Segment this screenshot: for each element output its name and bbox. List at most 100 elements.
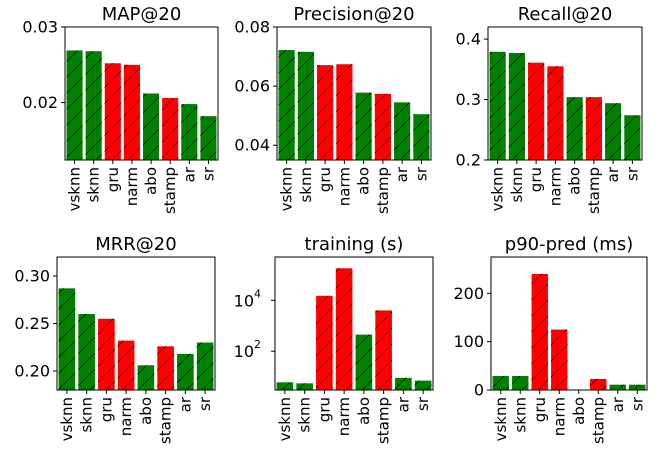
bar-hatch-stamp: [162, 98, 179, 160]
axes-frame: [64, 26, 219, 161]
bar-hatch-gru: [531, 273, 548, 390]
panel-title: MAP@20: [102, 4, 182, 25]
bar-hatch-sr: [414, 380, 432, 390]
x-tick-label: abo: [142, 167, 160, 195]
x-tick-label: ar: [609, 396, 627, 412]
chart-panel-2: Precision@20 vsknn sknn gru narm abo stamp ar sr…: [234, 4, 432, 214]
bar-hatch-sknn: [78, 314, 95, 390]
y-tick-label: 100: [453, 332, 484, 351]
x-tick-label: sknn: [297, 167, 315, 203]
x-tick-label: stamp: [157, 397, 175, 444]
bar-hatch-gru: [98, 318, 115, 390]
axes-frame: [487, 26, 643, 161]
bar-hatch-ar: [181, 104, 198, 160]
y-tick-label: 0.06: [234, 77, 270, 96]
x-tick-label: vsknn: [278, 167, 296, 211]
x-tick-label: sknn: [511, 397, 529, 433]
bar-hatch-abo: [355, 92, 372, 160]
bar-hatch-ar: [605, 103, 622, 160]
bar-hatch-vsknn: [278, 50, 295, 161]
axes-frame: [276, 26, 432, 161]
x-tick-label: stamp: [161, 167, 179, 214]
x-tick-label: sr: [196, 396, 214, 411]
bar-hatch-stamp: [375, 310, 392, 390]
panel-title: p90-pred (ms): [505, 234, 633, 255]
x-tick-label: sr: [412, 166, 430, 181]
axes-frame: [490, 256, 648, 391]
bar-hatch-ar: [394, 102, 411, 160]
panel-title: Recall@20: [518, 4, 613, 25]
y-tick-label: 0.04: [234, 136, 270, 155]
y-tick-label: 200: [453, 284, 484, 303]
y-tick-label: 0.3: [456, 90, 481, 109]
bar-hatch-sknn: [85, 51, 102, 160]
x-tick-label: narm: [123, 167, 141, 206]
bar-hatch-sr: [629, 384, 646, 390]
x-tick-label: gru: [527, 167, 545, 192]
y-tick-label: 104: [234, 287, 261, 310]
y-tick-label: 0.25: [14, 314, 50, 333]
bar-hatch-narm: [335, 268, 353, 390]
x-tick-label: abo: [570, 397, 588, 425]
x-tick-label: stamp: [374, 167, 392, 214]
x-tick-label: narm: [546, 167, 564, 206]
chart-panel-6: p90-pred (ms) vsknn sknn gru narm abo stamp ar s…: [453, 234, 648, 444]
bar-hatch-sknn: [512, 375, 529, 390]
x-tick-label: ar: [604, 166, 622, 182]
chart-panel-4: MRR@20 vsknn sknn gru narm abo stamp ar sr 0.20 0.…: [14, 234, 216, 444]
chart-panel-5: training (s) vsknn sknn gru narm abo stamp ar sr…: [234, 234, 434, 444]
x-tick-label: gru: [316, 167, 334, 192]
chart-panel-1: MAP@20 vsknn sknn gru narm abo stamp ar sr 0.02 0.…: [22, 4, 219, 214]
bar-hatch-gru: [104, 63, 121, 160]
bar-hatch-ar: [609, 384, 626, 390]
y-tick-label: 0: [474, 381, 484, 400]
x-tick-label: sr: [628, 396, 646, 411]
bar-hatch-narm: [123, 64, 140, 160]
x-tick-label: gru: [104, 167, 122, 192]
x-tick-label: stamp: [589, 397, 607, 444]
x-tick-label: narm: [335, 397, 353, 436]
panel-title: Precision@20: [293, 4, 414, 25]
x-tick-label: sknn: [508, 167, 526, 203]
y-tick-label: 0.4: [456, 30, 481, 49]
panel-title: training (s): [305, 234, 404, 255]
x-tick-label: sr: [623, 166, 641, 181]
bar-hatch-vsknn: [492, 375, 509, 390]
bar-hatch-sr: [200, 116, 217, 160]
bar-hatch-gru: [317, 65, 334, 160]
bar-hatch-stamp: [585, 97, 602, 160]
x-tick-label: vsknn: [492, 397, 510, 441]
bar-hatch-sknn: [508, 52, 525, 160]
bar-hatch-vsknn: [66, 50, 83, 161]
x-tick-label: vsknn: [58, 397, 76, 441]
bar-hatch-stamp: [157, 346, 174, 390]
bar-hatch-sr: [624, 115, 641, 160]
x-tick-label: ar: [394, 396, 412, 412]
x-tick-label: vsknn: [66, 167, 84, 211]
x-tick-label: narm: [335, 167, 353, 206]
x-tick-label: sknn: [296, 397, 314, 433]
x-tick-label: vsknn: [276, 397, 294, 441]
y-tick-label: 0.08: [234, 18, 270, 37]
bar-hatch-abo: [137, 365, 155, 390]
x-tick-label: sknn: [78, 397, 96, 433]
x-tick-label: abo: [566, 167, 584, 195]
x-tick-label: narm: [117, 397, 135, 436]
y-tick-label: 0.03: [22, 18, 58, 37]
x-tick-label: sr: [414, 396, 432, 411]
x-tick-label: stamp: [375, 397, 393, 444]
bar-hatch-narm: [117, 340, 135, 390]
x-tick-label: ar: [180, 166, 198, 182]
y-tick-label: 0.2: [456, 151, 481, 170]
bar-hatch-abo: [355, 334, 373, 390]
x-tick-label: vsknn: [489, 167, 507, 211]
x-tick-label: abo: [355, 167, 373, 195]
y-tick-label: 0.02: [22, 93, 58, 112]
bar-hatch-sknn: [296, 383, 313, 390]
bar-hatch-stamp: [590, 378, 607, 390]
x-tick-label: ar: [176, 396, 194, 412]
bar-hatch-gru: [316, 295, 333, 390]
bar-hatch-narm: [547, 66, 564, 160]
x-tick-label: abo: [355, 397, 373, 425]
